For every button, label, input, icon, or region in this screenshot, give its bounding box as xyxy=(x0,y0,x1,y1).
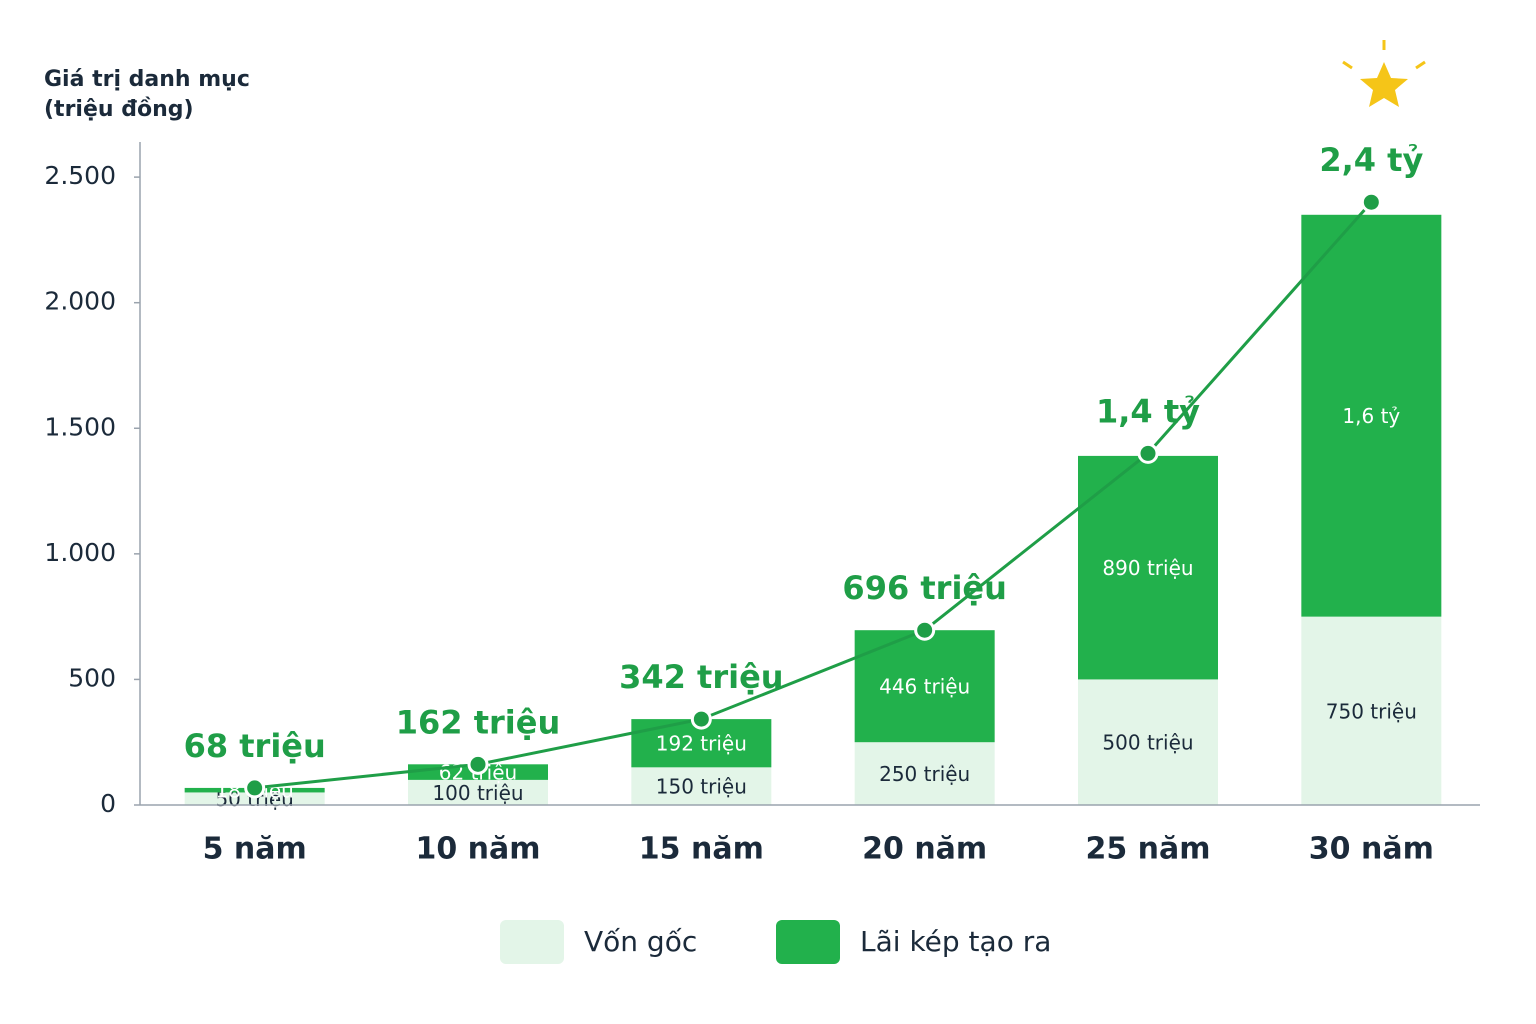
segment-label: 192 triệu xyxy=(656,732,747,756)
total-marker xyxy=(1360,191,1382,213)
total-label: 2,4 tỷ xyxy=(1319,141,1423,179)
total-label: 342 triệu xyxy=(619,658,783,696)
x-tick-label: 20 năm xyxy=(862,832,987,867)
bar-segment xyxy=(1301,616,1442,805)
total-marker xyxy=(244,777,266,799)
segment-label: 100 triệu xyxy=(432,781,523,805)
legend-label: Vốn gốc xyxy=(584,925,697,958)
total-label: 68 triệu xyxy=(184,727,326,765)
y-tick-label: 1.000 xyxy=(44,538,116,567)
x-tick-label: 15 năm xyxy=(639,832,764,867)
y-tick-label: 0 xyxy=(100,789,116,818)
y-tick-label: 1.500 xyxy=(44,412,116,441)
x-tick-label: 10 năm xyxy=(415,832,540,867)
total-marker xyxy=(914,619,936,641)
legend-label: Lãi kép tạo ra xyxy=(860,925,1051,958)
legend-swatch xyxy=(500,920,564,964)
segment-label: 1,6 tỷ xyxy=(1342,404,1400,428)
x-tick-label: 30 năm xyxy=(1309,832,1434,867)
bar-segment xyxy=(184,792,325,805)
star-icon xyxy=(1342,40,1426,107)
segment-label: 750 triệu xyxy=(1326,699,1417,723)
total-label: 1,4 tỷ xyxy=(1096,392,1200,430)
segment-label: 446 triệu xyxy=(879,675,970,699)
total-marker xyxy=(1137,442,1159,464)
legend-swatch xyxy=(776,920,840,964)
bar-segment xyxy=(1301,214,1442,617)
y-tick-label: 500 xyxy=(68,663,116,692)
segment-label: 890 triệu xyxy=(1102,556,1193,580)
bar-segment xyxy=(408,779,548,805)
segment-label: 500 triệu xyxy=(1102,731,1193,755)
bar-segment xyxy=(854,742,995,805)
total-label: 162 triệu xyxy=(396,703,560,741)
bar-segment xyxy=(1078,679,1218,805)
y-axis-title: Giá trị danh mục xyxy=(44,67,250,92)
bar-segment xyxy=(631,767,772,805)
y-tick-label: 2.000 xyxy=(44,287,116,316)
total-marker xyxy=(467,753,489,775)
segment-label: 250 triệu xyxy=(879,762,970,786)
total-label: 696 triệu xyxy=(842,569,1006,607)
bar-segment xyxy=(1078,455,1218,680)
y-tick-label: 2.500 xyxy=(44,161,116,190)
x-tick-label: 25 năm xyxy=(1085,832,1210,867)
y-axis-title: (triệu đồng) xyxy=(44,97,194,122)
segment-label: 150 triệu xyxy=(656,775,747,799)
total-marker xyxy=(690,708,712,730)
x-tick-label: 5 năm xyxy=(203,832,307,867)
trend-line xyxy=(254,199,1374,790)
